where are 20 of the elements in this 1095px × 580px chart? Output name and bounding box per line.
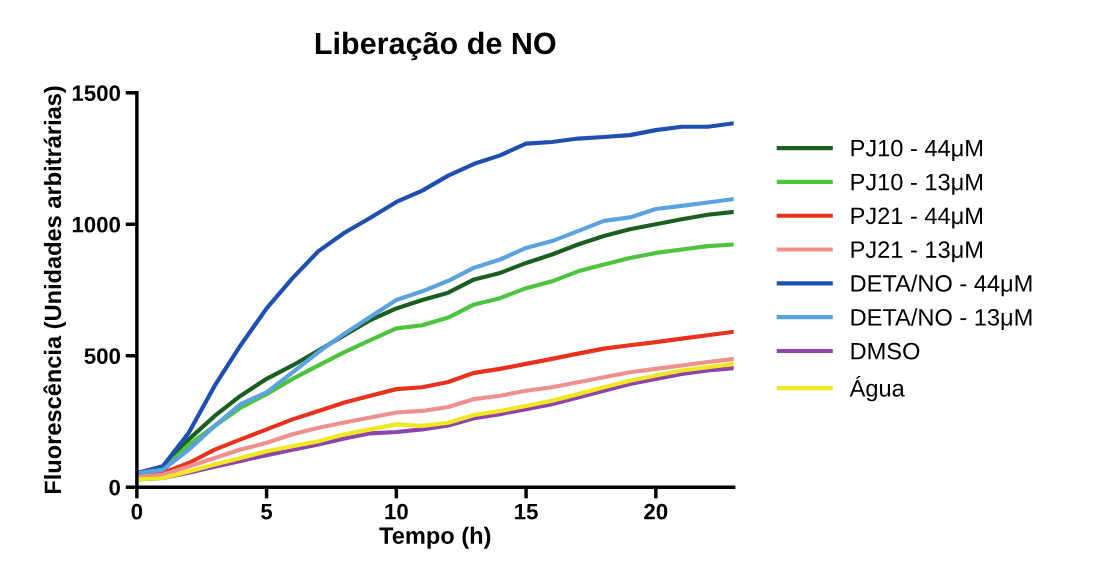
- legend-label: DETA/NO - 13μM: [851, 308, 1032, 330]
- x-tick-label: 0: [131, 503, 143, 520]
- legend-label: PJ10 - 44μM: [851, 139, 982, 161]
- x-tick-label: 20: [644, 503, 668, 520]
- legend-label: DETA/NO - 44μM: [851, 274, 1032, 297]
- legend-label: PJ10 - 13μM: [851, 173, 982, 195]
- legend-label: Água: [849, 375, 905, 402]
- y-axis-title: Fluorescência (Unidades arbitrárias): [43, 86, 66, 494]
- y-tick-label: 0: [109, 479, 120, 496]
- legend-label: PJ21 - 13μM: [851, 241, 982, 263]
- x-tick-label: 15: [515, 503, 538, 520]
- legend-label: PJ21 - 44μM: [851, 207, 982, 229]
- y-tick-label: 500: [84, 348, 120, 364]
- x-tick-label: 10: [385, 503, 408, 520]
- y-tick-label: 1000: [72, 216, 120, 233]
- legend-label: DMSO: [851, 342, 920, 360]
- x-tick-label: 5: [261, 503, 273, 520]
- chart-title: Liberação de NO: [315, 31, 556, 61]
- y-tick-label: 1500: [72, 85, 120, 102]
- x-axis-title: Tempo (h): [379, 526, 491, 549]
